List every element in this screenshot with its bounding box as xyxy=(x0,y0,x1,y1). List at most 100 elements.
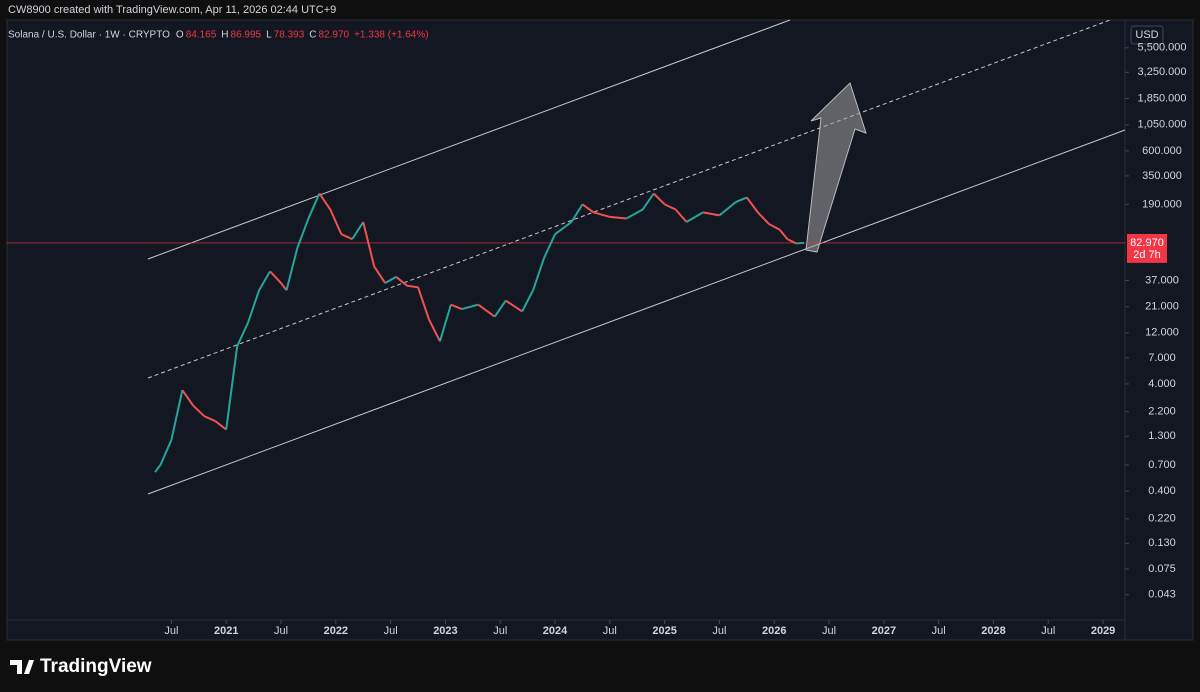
y-tick-label: 37.000 xyxy=(1145,274,1179,286)
ohlc-value: 82.970 xyxy=(319,30,350,41)
x-tick-label: 2026 xyxy=(762,625,786,637)
x-tick-label: 2024 xyxy=(543,625,568,637)
ohlc-key: L xyxy=(266,30,272,41)
ohlc-key: C xyxy=(309,30,316,41)
price-segment xyxy=(786,238,797,245)
price-segment xyxy=(686,211,704,223)
ohlc-key: H xyxy=(221,30,228,41)
x-tick-label: Jul xyxy=(164,625,178,637)
y-tick-label: 0.075 xyxy=(1148,563,1176,575)
price-segment xyxy=(581,203,594,214)
price-segment xyxy=(718,201,737,217)
price-segment xyxy=(285,247,299,291)
y-tick-label: 3,250.000 xyxy=(1138,66,1187,78)
currency-box[interactable] xyxy=(1130,25,1164,45)
price-segment xyxy=(307,193,321,219)
x-tick-label: 2022 xyxy=(324,625,348,637)
y-tick-label: 1.300 xyxy=(1148,430,1176,442)
y-tick-label: 1,850.000 xyxy=(1138,92,1187,104)
price-segment xyxy=(674,208,688,223)
currency[interactable]: USD xyxy=(1135,29,1158,41)
ohlc-value: 84.165 xyxy=(186,30,217,41)
logo-text: TradingView xyxy=(40,656,152,677)
logo-mark xyxy=(10,660,34,674)
price-segment xyxy=(170,389,184,441)
price-segment xyxy=(461,303,479,311)
price-segment xyxy=(532,257,546,291)
y-tick-label: 21.000 xyxy=(1145,301,1179,313)
price-segment xyxy=(384,275,397,284)
y-tick-label: 1,050.000 xyxy=(1138,119,1187,131)
chart-pane xyxy=(6,19,1194,641)
price-segment xyxy=(746,196,759,213)
x-tick-label: Jul xyxy=(274,625,288,637)
y-tick-label: 0.220 xyxy=(1148,513,1176,525)
y-tick-label: 0.700 xyxy=(1148,459,1176,471)
price-segment xyxy=(554,221,573,236)
price-segment xyxy=(757,211,770,225)
price-segment xyxy=(192,405,205,417)
price-segment xyxy=(318,192,332,211)
price-segment xyxy=(340,233,353,241)
price-segment xyxy=(258,270,271,291)
price-segment xyxy=(625,208,644,220)
price-segment xyxy=(609,215,627,220)
price-segment xyxy=(329,209,343,235)
y-tick-label: 12.000 xyxy=(1145,327,1179,339)
price-segment xyxy=(652,192,666,206)
x-tick-label: Jul xyxy=(384,625,398,637)
credit: CW8900 created with TradingView.com, Apr… xyxy=(8,4,336,16)
countdown: 2d 7h xyxy=(1133,249,1161,261)
price-segment xyxy=(570,203,584,223)
price-segment xyxy=(735,196,748,203)
price-segment xyxy=(395,276,408,287)
y-tick-label: 0.043 xyxy=(1148,589,1176,601)
projection-arrow xyxy=(805,82,867,253)
price-segment xyxy=(593,211,611,218)
price-segment xyxy=(450,303,463,310)
x-tick-label: 2028 xyxy=(981,625,1005,637)
price-segment xyxy=(225,346,239,430)
y-tick-label: 5,500.000 xyxy=(1138,42,1187,54)
x-tick-label: Jul xyxy=(493,625,507,637)
price-segment xyxy=(236,322,250,347)
price-segment xyxy=(543,233,556,259)
price-segment xyxy=(269,270,282,284)
channel-middle xyxy=(147,19,1111,379)
price-segment xyxy=(362,221,376,267)
plot xyxy=(7,19,1126,495)
ohlc-value: 78.393 xyxy=(274,30,305,41)
price-segment xyxy=(641,192,655,211)
price-segment xyxy=(181,389,195,407)
y-tick-label: 190.000 xyxy=(1142,198,1182,210)
price-segment xyxy=(280,282,288,291)
y-tick-label: 2.200 xyxy=(1148,406,1176,418)
price-segment xyxy=(505,299,523,313)
price-segment xyxy=(159,439,173,466)
price-segment xyxy=(373,265,386,284)
price-segment xyxy=(247,289,261,323)
y-tick-label: 600.000 xyxy=(1142,145,1182,157)
ohlc-key: O xyxy=(176,30,184,41)
x-tick-label: 2027 xyxy=(872,625,896,637)
symbol-legend: Solana / U.S. Dollar · 1W · CRYPTO O 84.16… xyxy=(8,30,429,41)
x-tick-label: Jul xyxy=(712,625,726,637)
x-tick-label: Jul xyxy=(932,625,946,637)
y-tick-label: 4.000 xyxy=(1148,378,1176,390)
price-segment xyxy=(296,218,310,248)
channel-lower xyxy=(147,129,1126,495)
last-price-box xyxy=(1127,235,1167,263)
price-segment xyxy=(521,289,535,312)
x-tick-label: 2021 xyxy=(214,625,238,637)
price-segment xyxy=(702,211,720,217)
price-segment xyxy=(438,304,452,342)
price-segment xyxy=(778,229,789,240)
y-tick-label: 0.130 xyxy=(1148,537,1176,549)
change: +1.338 (+1.64%) xyxy=(354,30,429,41)
x-tick-label: Jul xyxy=(603,625,617,637)
price-segment xyxy=(493,300,507,318)
price-segment xyxy=(154,464,162,473)
price-segment xyxy=(428,319,441,342)
price-segment xyxy=(406,284,419,289)
